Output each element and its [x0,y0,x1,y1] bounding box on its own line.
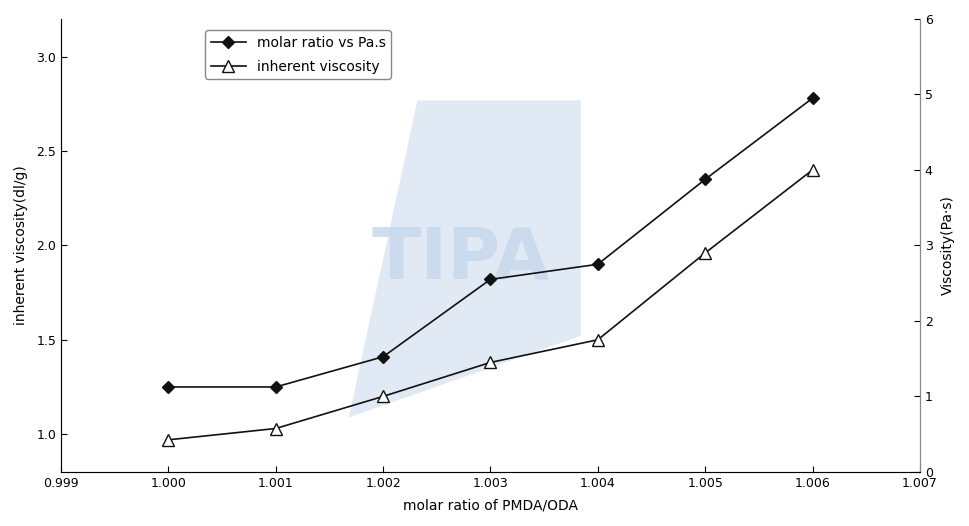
molar ratio vs Pa.s [807,95,819,102]
inherent viscosity [807,167,819,173]
inherent viscosity [700,250,711,256]
Line: inherent viscosity: inherent viscosity [163,164,818,446]
molar ratio vs Pa.s [592,261,604,267]
molar ratio vs Pa.s [700,176,711,183]
Y-axis label: inherent viscosity(dl/g): inherent viscosity(dl/g) [14,166,28,325]
molar ratio vs Pa.s [484,276,496,282]
X-axis label: molar ratio of PMDA/ODA: molar ratio of PMDA/ODA [403,498,578,512]
inherent viscosity [270,426,282,432]
Polygon shape [349,100,580,418]
molar ratio vs Pa.s [163,384,174,390]
inherent viscosity [377,393,389,400]
molar ratio vs Pa.s [270,384,282,390]
Y-axis label: Viscosity(Pa·s): Viscosity(Pa·s) [941,196,955,295]
Line: molar ratio vs Pa.s: molar ratio vs Pa.s [164,94,817,391]
inherent viscosity [484,359,496,366]
Legend: molar ratio vs Pa.s, inherent viscosity: molar ratio vs Pa.s, inherent viscosity [205,31,391,79]
Text: TIPA: TIPA [371,225,549,294]
inherent viscosity [163,437,174,443]
molar ratio vs Pa.s [377,353,389,360]
inherent viscosity [592,337,604,343]
